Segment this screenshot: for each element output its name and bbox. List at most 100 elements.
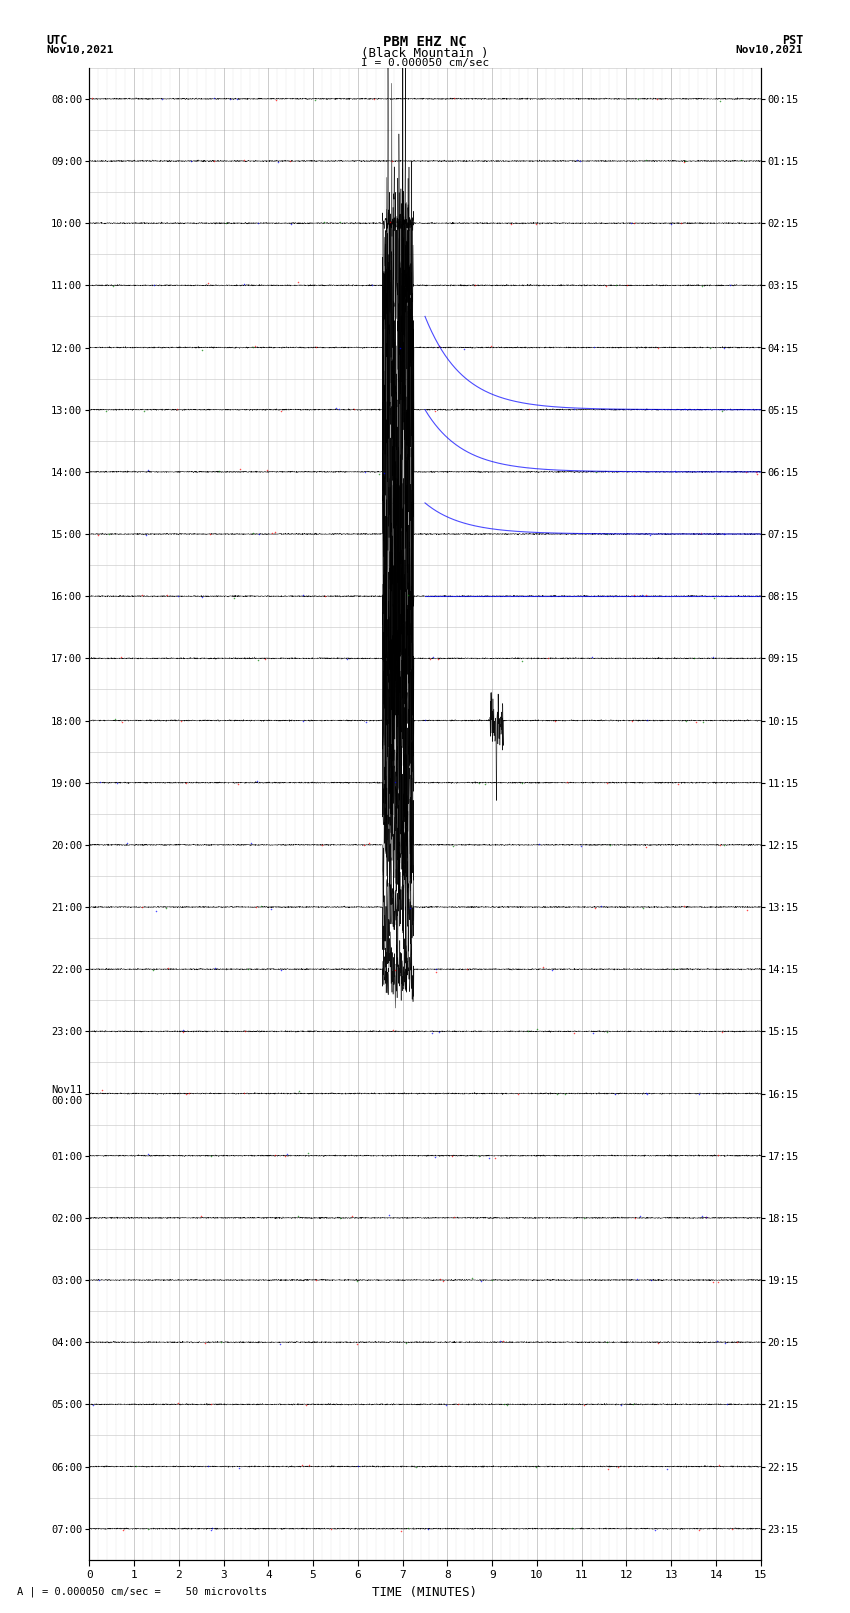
Point [530,1016,544,1042]
Point [626,1390,640,1416]
Point [366,273,379,298]
Point [291,269,304,295]
Point [172,582,185,608]
Point [700,1203,713,1229]
Point [386,1018,400,1044]
Point [121,829,134,855]
Point [99,398,112,424]
Point [92,1268,105,1294]
Point [667,957,681,982]
Point [589,460,603,486]
Point [418,706,432,732]
Point [292,1079,306,1105]
Point [482,1145,496,1171]
Point [521,1018,535,1044]
Point [135,582,149,608]
Point [601,1457,615,1482]
Point [599,273,613,298]
Point [404,895,417,921]
Point [717,336,730,361]
Point [425,1019,439,1045]
Point [184,148,197,174]
Point [585,645,598,671]
Point [195,337,208,363]
Point [92,523,105,548]
Point [627,1205,641,1231]
Point [296,582,309,608]
Point [706,644,720,669]
Point [532,831,546,857]
Point [712,1453,726,1479]
Point [677,148,690,174]
Point [512,1081,525,1107]
Point [204,1518,218,1544]
Point [695,1203,709,1229]
Point [394,1518,407,1544]
Point [244,831,258,857]
Point [679,708,693,734]
Point [237,147,251,173]
Point [643,523,656,548]
Point [639,1081,653,1107]
Point [692,1516,706,1542]
Point [212,458,226,484]
Point [669,458,683,484]
Point [696,710,710,736]
Point [172,1390,185,1416]
Point [715,398,728,424]
Point [260,456,274,482]
Point [711,1142,725,1168]
Point [292,1203,305,1229]
Point [274,1331,287,1357]
Point [333,208,347,234]
Point [340,647,354,673]
Point [639,147,653,173]
Point [309,1266,322,1292]
Point [280,1140,294,1166]
Point [529,211,542,237]
Point [541,645,555,671]
Text: Nov10,2021: Nov10,2021 [736,45,803,55]
Point [640,708,654,734]
Point [388,957,401,982]
Point [706,1269,720,1295]
Point [162,955,175,981]
Point [707,584,721,610]
Point [148,273,162,298]
Point [139,523,153,548]
Point [275,398,288,424]
Point [620,271,633,297]
Point [362,829,376,855]
Point [429,960,443,986]
Point [108,706,122,732]
Point [604,832,617,858]
Point [484,332,497,358]
Point [141,1142,155,1168]
Point [129,1453,143,1479]
Point [632,87,645,113]
Point [715,1019,728,1045]
Point [447,1203,461,1229]
Point [324,1516,337,1542]
Point [105,273,119,298]
Text: UTC: UTC [47,34,68,47]
Point [739,458,752,484]
Point [751,461,764,487]
Point [600,1329,614,1355]
Point [649,85,663,111]
Point [252,521,266,547]
Point [609,273,622,298]
Point [318,584,332,610]
Point [214,1329,228,1355]
Point [102,521,116,547]
Point [428,398,442,424]
Point [296,708,309,734]
Point [675,210,688,235]
Point [86,85,99,111]
Point [550,1081,564,1107]
Point [254,894,268,919]
Point [699,1205,712,1231]
Point [205,1390,218,1416]
Point [332,397,345,423]
Point [643,1266,657,1292]
